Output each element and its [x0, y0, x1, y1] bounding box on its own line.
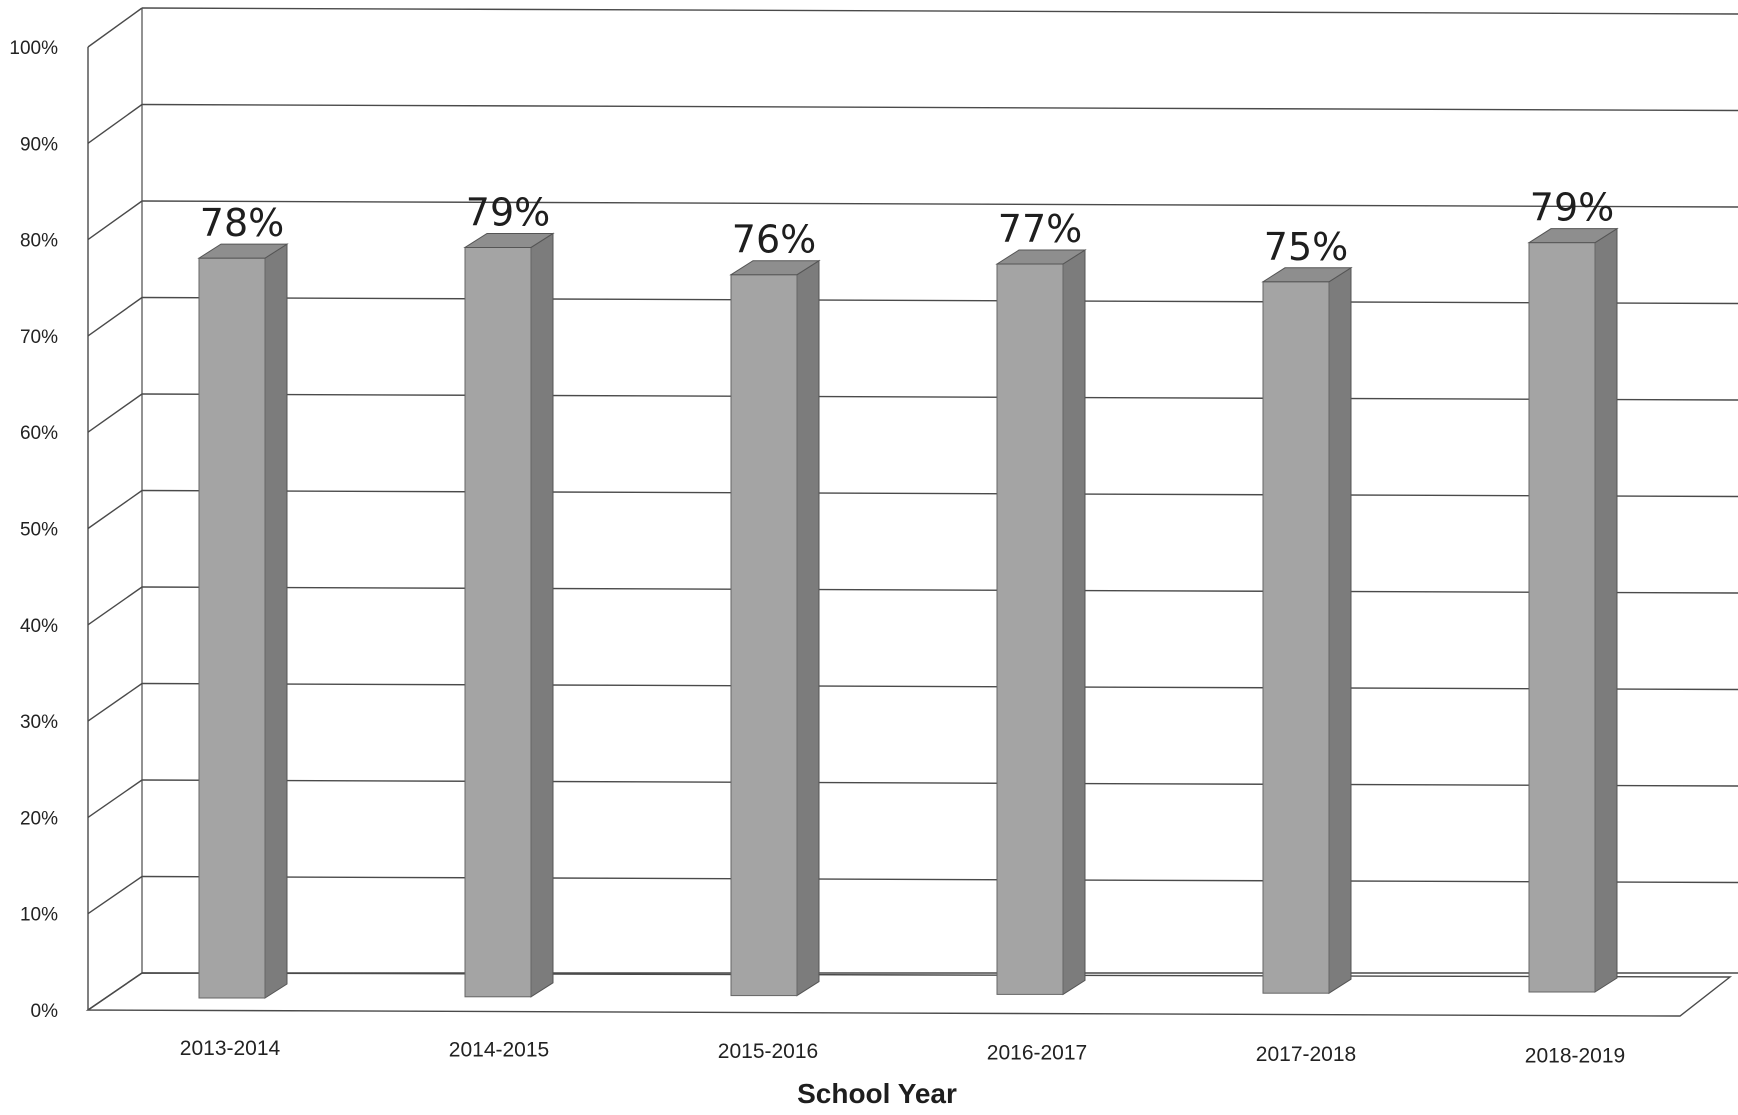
gridline	[141, 393, 1738, 401]
gridline	[141, 296, 1738, 305]
y-tick-label: 30%	[20, 712, 58, 733]
x-tick-label: 2015-2016	[718, 1040, 818, 1063]
x-tick-label: 2017-2018	[1256, 1043, 1356, 1066]
gridline-side	[87, 103, 143, 144]
bar-top	[1527, 228, 1619, 244]
gridline-side	[87, 586, 143, 626]
data-label: 78%	[200, 201, 284, 245]
gridline-side	[87, 779, 143, 818]
gridline	[141, 7, 1738, 15]
gridline-side	[87, 875, 143, 915]
x-tick-label: 2018-2019	[1525, 1045, 1625, 1068]
bar-side	[1328, 266, 1352, 995]
bar	[1528, 242, 1596, 993]
data-label: 76%	[732, 218, 816, 262]
data-label: 75%	[1264, 225, 1348, 269]
x-tick-label: 2013-2014	[180, 1037, 281, 1060]
chart-floor	[85, 972, 1733, 1017]
bars	[197, 227, 1619, 999]
y-tick-label: 0%	[31, 1001, 59, 1022]
bar	[730, 274, 798, 997]
bar	[1262, 281, 1330, 994]
x-tick-label: 2016-2017	[987, 1042, 1087, 1065]
y-tick-label: 70%	[20, 327, 58, 348]
x-axis-title: School Year	[797, 1078, 957, 1109]
data-label: 79%	[1530, 186, 1614, 230]
gridline	[141, 875, 1738, 884]
gridline	[141, 586, 1738, 594]
y-tick-label: 10%	[20, 905, 58, 926]
y-tick-label: 50%	[20, 520, 58, 541]
bar-side	[1062, 249, 1086, 996]
bar	[198, 257, 266, 999]
gridline-side	[87, 682, 143, 722]
bar-top	[463, 232, 555, 248]
y-tick-label: 90%	[20, 134, 58, 155]
gridline-side	[87, 200, 143, 241]
y-tick-label: 80%	[20, 231, 58, 252]
y-tick-label: 60%	[20, 423, 58, 444]
gridline	[141, 489, 1738, 498]
bar-top	[729, 260, 821, 276]
gridline-side	[87, 489, 143, 530]
gridline	[141, 682, 1738, 691]
gridlines	[85, 7, 1738, 1017]
bar-side	[796, 259, 820, 997]
bar-top	[1261, 267, 1353, 283]
bar	[996, 263, 1064, 995]
gridline-side	[87, 7, 143, 48]
x-axis-category-labels: 2013-2014 2014-2015 2015-2016 2016-2017 2017…	[180, 1037, 1625, 1068]
gridline	[141, 200, 1738, 208]
y-tick-label: 20%	[20, 808, 58, 829]
gridline-side	[87, 296, 143, 337]
bar	[464, 246, 532, 998]
data-labels: 78% 79% 76% 77% 75% 79%	[200, 186, 1614, 269]
gridline	[141, 103, 1738, 112]
y-axis-tick-labels: 0% 10% 20% 30% 40% 50% 60% 70% 80% 90% 100%	[9, 38, 58, 1022]
gridline-side	[87, 393, 143, 433]
gridline	[141, 779, 1738, 787]
x-tick-label: 2014-2015	[449, 1039, 549, 1062]
data-label: 77%	[998, 207, 1082, 251]
bar-side	[264, 243, 288, 999]
bar-top	[995, 249, 1087, 265]
y-tick-label: 100%	[9, 38, 58, 59]
bar-top	[197, 243, 289, 259]
bar-side	[530, 232, 554, 998]
bar-side	[1594, 227, 1618, 993]
y-tick-label: 40%	[20, 616, 58, 637]
data-label: 79%	[466, 190, 550, 234]
